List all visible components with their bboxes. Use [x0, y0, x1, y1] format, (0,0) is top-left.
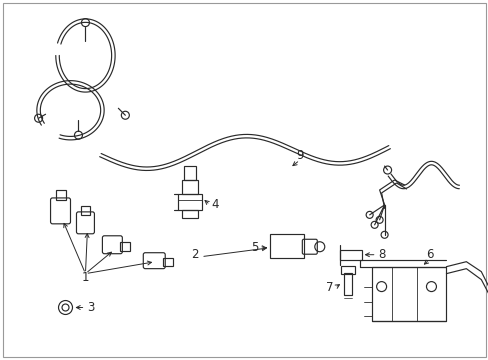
- Text: 8: 8: [377, 248, 385, 261]
- Text: 5: 5: [251, 241, 258, 254]
- Bar: [371, 267, 446, 321]
- Text: 3: 3: [86, 301, 94, 314]
- Bar: [81, 206, 90, 215]
- Text: 4: 4: [211, 198, 219, 211]
- Text: 7: 7: [325, 281, 333, 294]
- Bar: [269, 234, 303, 258]
- Text: 9: 9: [296, 149, 303, 162]
- Text: 6: 6: [425, 248, 432, 261]
- Text: 2: 2: [191, 248, 199, 261]
- Bar: [343, 273, 351, 294]
- Bar: [120, 242, 130, 251]
- Bar: [340, 266, 354, 274]
- Bar: [184, 166, 196, 180]
- Bar: [339, 250, 361, 260]
- Bar: [163, 258, 173, 266]
- Bar: [182, 180, 198, 194]
- Bar: [182, 210, 198, 218]
- Bar: [178, 194, 202, 210]
- Bar: [56, 190, 65, 200]
- Text: 1: 1: [81, 271, 89, 284]
